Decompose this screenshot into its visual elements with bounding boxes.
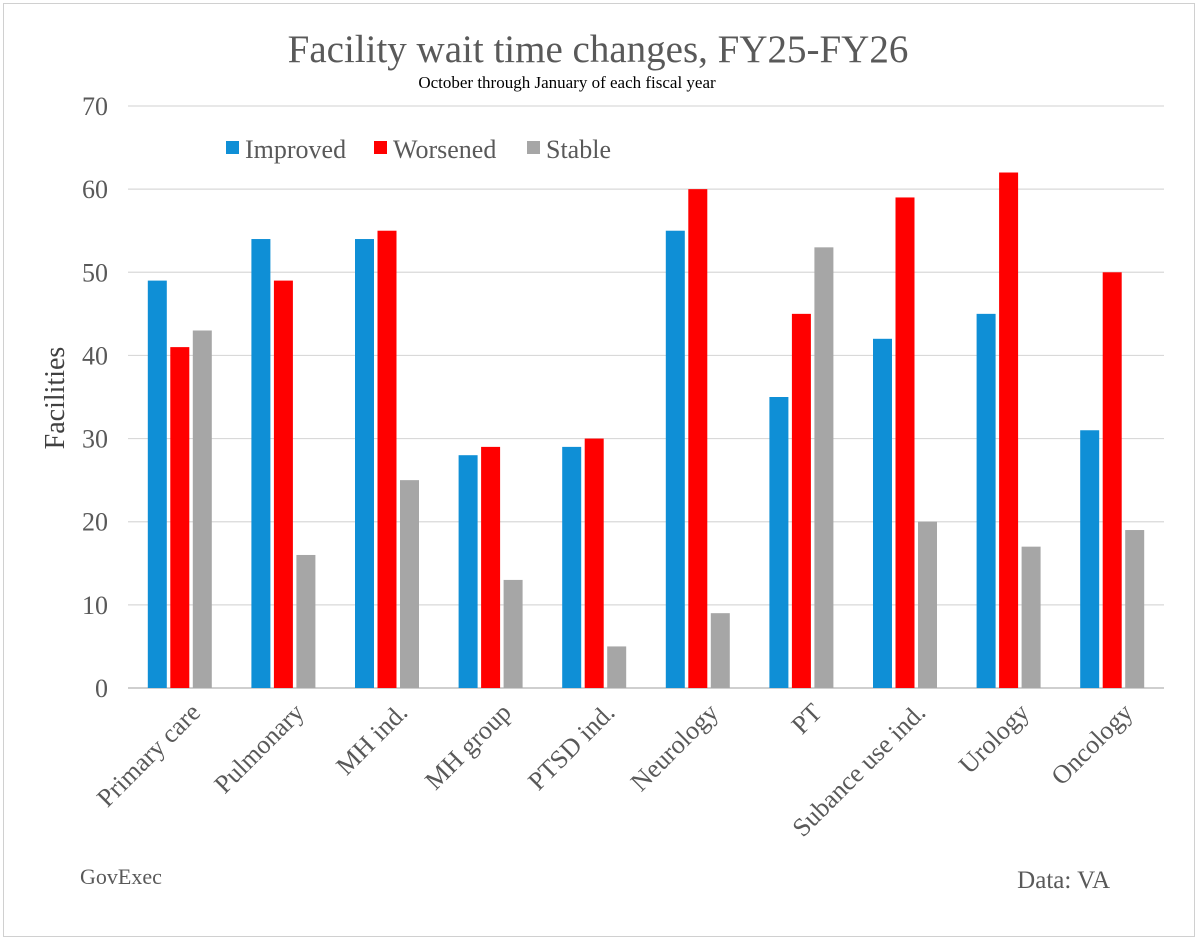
bar-improved: [458, 455, 478, 688]
x-tick-label: PT: [786, 698, 828, 740]
source-right: Data: VA: [1017, 867, 1110, 894]
bar-worsened: [791, 313, 811, 688]
bar-improved: [355, 239, 374, 688]
x-tick-label: MH group: [419, 698, 517, 796]
bar-worsened: [999, 172, 1019, 688]
x-tick-label: Pulmonary: [208, 698, 309, 799]
bar-improved: [665, 230, 685, 688]
y-tick-label: 50: [82, 258, 108, 287]
legend-label-stable: Stable: [546, 135, 611, 164]
legend: Improved Worsened Stable: [226, 135, 611, 164]
bar-stable: [400, 480, 419, 688]
bar-worsened: [170, 347, 190, 688]
bar-stable: [918, 521, 937, 688]
bar-worsened: [481, 446, 501, 688]
bar-stable: [710, 613, 730, 688]
legend-label-improved: Improved: [245, 135, 346, 164]
legend-swatch-improved: [226, 141, 239, 154]
bar-stable: [503, 579, 523, 688]
y-tick-label: 40: [82, 341, 108, 370]
bar-stable: [814, 247, 834, 689]
x-tick-label: MH ind.: [330, 698, 413, 781]
bar-improved: [873, 338, 892, 688]
x-tick-label: PTSD ind.: [522, 698, 620, 796]
chart-frame: [3, 3, 1195, 937]
legend-swatch-stable: [527, 141, 540, 154]
bar-worsened: [895, 197, 915, 688]
chart-title: Facility wait time changes, FY25-FY26: [288, 28, 909, 71]
y-tick-label: 30: [82, 425, 108, 454]
bar-improved: [147, 280, 167, 688]
source-left: GovExec: [80, 864, 162, 889]
bar-stable: [1125, 530, 1145, 688]
y-tick-label: 70: [82, 92, 108, 121]
y-tick-label: 10: [82, 591, 108, 620]
bar-worsened: [1102, 272, 1122, 688]
y-tick-label: 20: [82, 508, 108, 537]
bar-stable: [1021, 546, 1041, 688]
x-tick-label: Oncology: [1045, 698, 1138, 791]
bar-worsened: [377, 230, 397, 688]
bar-improved: [562, 446, 582, 688]
bar-worsened: [688, 189, 708, 688]
bar-improved: [251, 239, 271, 688]
chart-subtitle: October through January of each fiscal y…: [418, 73, 716, 92]
x-tick-label: Neurology: [625, 698, 724, 797]
bar-stable: [607, 646, 627, 688]
legend-swatch-worsened: [374, 141, 387, 154]
y-axis-ticks: 0 10 20 30 40 50 60 70: [82, 92, 108, 703]
bar-stable: [192, 330, 212, 688]
bar-worsened: [584, 438, 604, 688]
bar-worsened: [273, 280, 293, 688]
y-tick-label: 60: [82, 175, 108, 204]
x-tick-label: Primary care: [91, 698, 206, 813]
x-tick-label: Urology: [953, 698, 1035, 780]
y-tick-label: 0: [95, 674, 108, 703]
bar-improved: [976, 313, 996, 688]
bars: [147, 172, 1145, 689]
legend-label-worsened: Worsened: [393, 135, 496, 164]
bar-improved: [769, 397, 789, 688]
bar-improved: [1080, 430, 1100, 688]
bar-stable: [296, 554, 316, 688]
x-axis-ticks: Primary care Pulmonary MH ind. MH group PTSD…: [91, 698, 1138, 843]
y-axis-label: Facilities: [40, 347, 71, 450]
